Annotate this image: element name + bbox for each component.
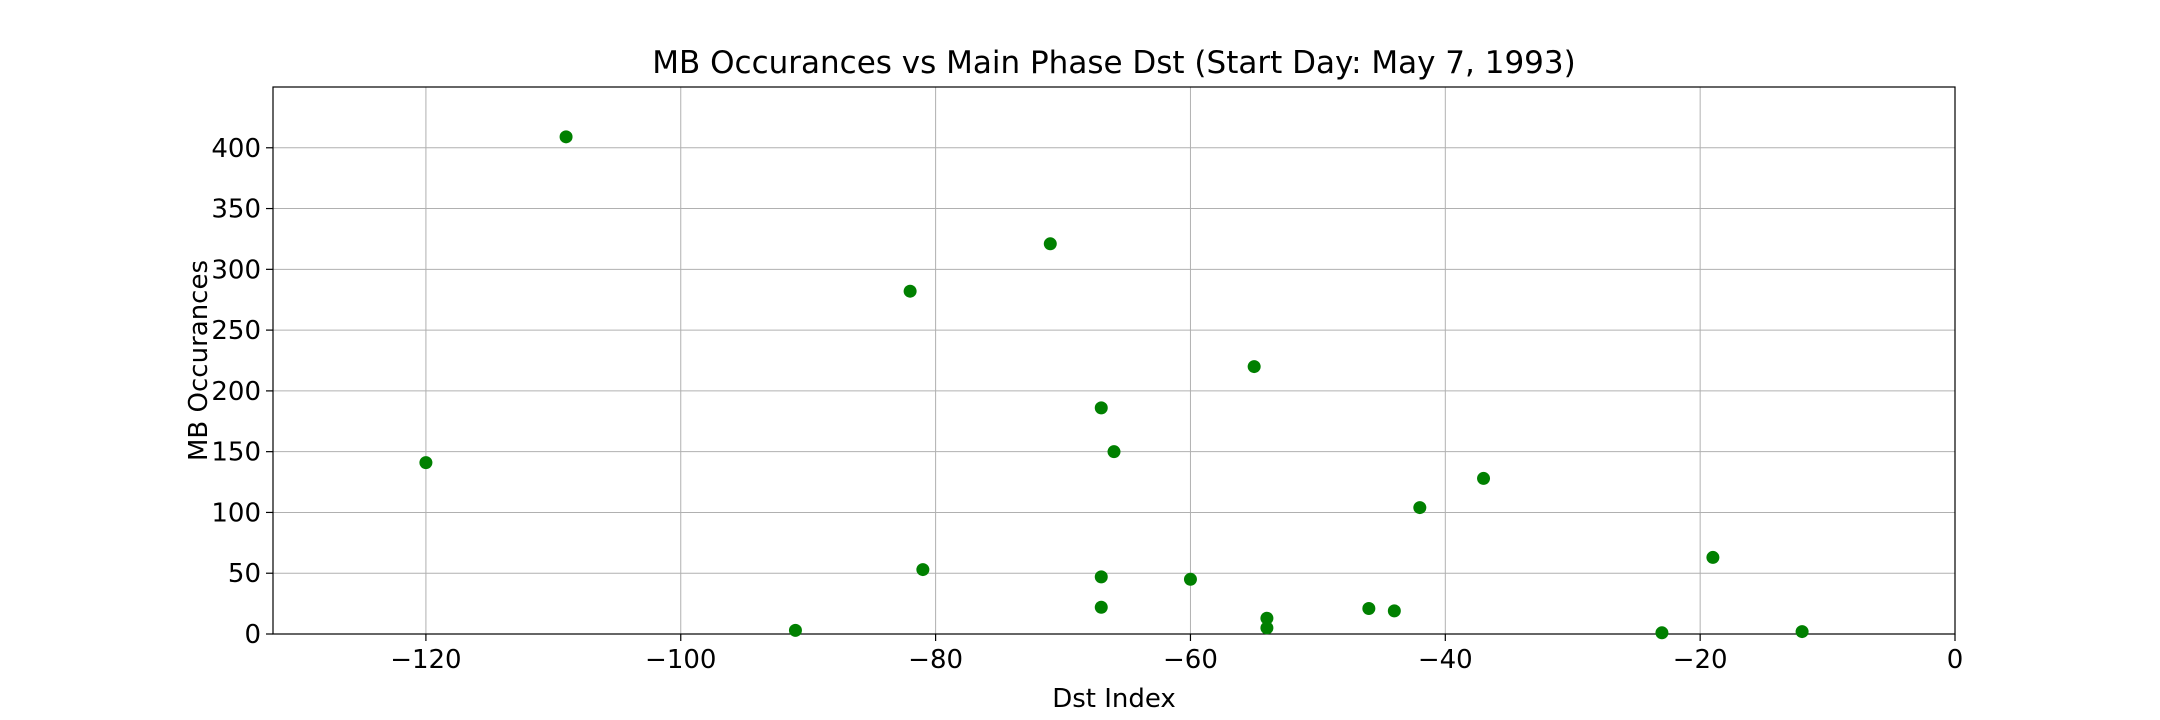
y-axis-label: MB Occurances: [184, 260, 214, 461]
axis-ticks: −120 −100 −80 −60 −40 −20 0 0 50 100 150 200 250 300 3…: [211, 134, 1963, 675]
y-tick-label: 150: [211, 438, 261, 468]
plot-frame: [272, 86, 1956, 635]
x-tick-label: −120: [390, 645, 461, 675]
x-tick-label: −100: [645, 645, 716, 675]
x-tick-label: −80: [908, 645, 963, 675]
data-point: [419, 456, 433, 470]
y-tick-label: 200: [211, 377, 261, 407]
y-tick-label: 250: [211, 316, 261, 346]
data-point: [916, 563, 930, 577]
y-tick-label: 300: [211, 255, 261, 285]
data-point: [1706, 550, 1720, 564]
data-point: [1477, 471, 1491, 485]
data-point: [1094, 401, 1108, 415]
data-point: [788, 623, 802, 637]
y-tick-label: 350: [211, 195, 261, 225]
x-tick-label: −20: [1673, 645, 1728, 675]
grid: [273, 87, 1956, 635]
data-point: [1043, 237, 1057, 251]
data-point: [1387, 604, 1401, 618]
data-point: [1247, 360, 1261, 374]
data-points: [419, 130, 1809, 640]
x-tick-label: 0: [1947, 645, 1964, 675]
y-tick-label: 50: [228, 559, 261, 589]
y-tick-label: 0: [244, 620, 261, 650]
x-tick-label: −60: [1163, 645, 1218, 675]
data-point: [1655, 626, 1669, 640]
data-point: [1094, 570, 1108, 584]
chart-title: MB Occurances vs Main Phase Dst (Start D…: [652, 45, 1575, 81]
data-point: [1795, 625, 1809, 639]
data-point: [559, 130, 573, 144]
data-point: [903, 284, 917, 298]
y-tick-label: 400: [211, 134, 261, 164]
y-tick-label: 100: [211, 498, 261, 528]
data-point: [1260, 621, 1274, 635]
data-point: [1362, 601, 1376, 615]
data-point: [1413, 501, 1427, 515]
data-point: [1107, 445, 1121, 459]
data-point: [1260, 611, 1274, 625]
data-point: [1094, 600, 1108, 614]
x-tick-label: −40: [1418, 645, 1473, 675]
x-axis-label: Dst Index: [1052, 684, 1176, 714]
data-point: [1183, 572, 1197, 586]
